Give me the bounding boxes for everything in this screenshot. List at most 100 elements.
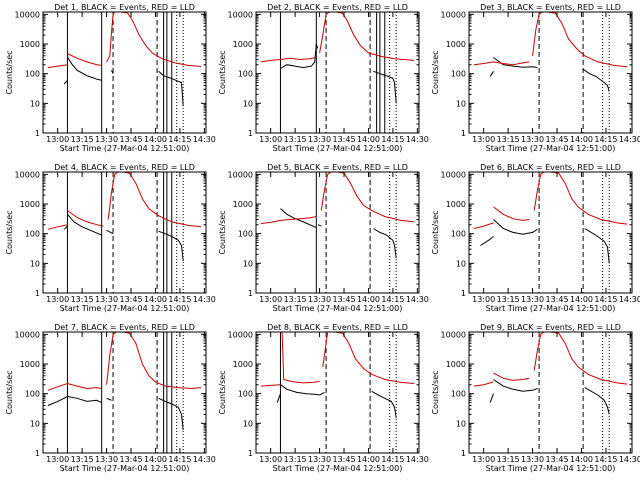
x-tick-label: 14:15	[594, 295, 617, 304]
detector-panel: 1 10 100 1000 10000 13:00 13:15 13:30 13:45 14:00…	[5, 323, 216, 473]
lld-series-line	[322, 332, 329, 367]
x-tick-label: 13:45	[119, 295, 142, 304]
plot-title: Det 9, BLACK = Events, RED = LLD	[480, 323, 621, 332]
lld-series-line	[473, 61, 530, 66]
x-tick-label: 13:00	[46, 295, 69, 304]
x-tick-label: 14:30	[193, 135, 216, 144]
y-tick-label: 1	[35, 289, 40, 298]
detector-panel: 1 10 100 1000 10000 13:00 13:15 13:30 13:45 14:00…	[218, 3, 429, 153]
x-tick-label: 14:15	[168, 295, 191, 304]
x-axis-label: Start Time (27-Mar-04 12:51:00)	[273, 144, 403, 153]
events-series-line	[280, 43, 319, 69]
x-tick-label: 13:15	[497, 295, 520, 304]
events-series-line	[493, 219, 538, 235]
plot-title: Det 4, BLACK = Events, RED = LLD	[54, 163, 195, 172]
y-tick-label: 100	[451, 390, 466, 399]
y-tick-label: 100	[25, 390, 40, 399]
y-tick-label: 1000	[446, 360, 466, 369]
x-tick-label: 13:00	[472, 455, 495, 464]
y-tick-label: 10000	[441, 10, 466, 19]
plot-frame	[42, 331, 207, 454]
y-tick-label: 1	[35, 449, 40, 458]
events-series-line	[480, 236, 494, 246]
y-axis-label: Counts/sec	[218, 370, 227, 414]
y-tick-label: 10	[243, 259, 253, 268]
y-tick-label: 10000	[15, 330, 40, 339]
lld-series-line	[550, 332, 628, 385]
events-series-line	[582, 68, 610, 92]
plot-frame	[468, 331, 633, 454]
lld-series-line	[473, 381, 494, 387]
x-tick-label: 13:00	[46, 135, 69, 144]
lld-series-line	[334, 332, 415, 384]
plot-title: Det 6, BLACK = Events, RED = LLD	[480, 163, 621, 172]
lld-series-line	[337, 172, 415, 223]
y-tick-label: 1000	[20, 40, 40, 49]
plot-frame	[255, 11, 420, 134]
x-tick-label: 14:30	[619, 295, 640, 304]
y-tick-label: 1	[35, 129, 40, 138]
x-tick-label: 13:30	[308, 295, 331, 304]
y-tick-label: 10000	[228, 10, 253, 19]
lld-series-line	[260, 384, 281, 387]
y-tick-label: 1000	[233, 200, 253, 209]
x-tick-label: 13:00	[259, 135, 282, 144]
lld-series-line	[47, 224, 68, 230]
x-tick-label: 13:45	[332, 135, 355, 144]
y-axis-label: Counts/sec	[218, 210, 227, 254]
lld-series-line	[67, 210, 104, 227]
events-series-line	[158, 70, 184, 107]
y-tick-label: 1	[461, 129, 466, 138]
lld-series-line	[533, 172, 545, 211]
x-tick-label: 13:30	[521, 295, 544, 304]
lld-series-line	[106, 332, 117, 385]
y-tick-label: 10	[30, 419, 40, 428]
lld-series-line	[47, 64, 68, 69]
x-tick-label: 14:30	[406, 135, 429, 144]
lld-series-line	[335, 12, 415, 61]
y-tick-label: 10	[456, 419, 466, 428]
x-tick-label: 13:45	[332, 455, 355, 464]
x-tick-label: 13:45	[119, 455, 142, 464]
detector-panel: 1 10 100 1000 10000 13:00 13:15 13:30 13:45 14:00…	[431, 323, 640, 473]
plot-title: Det 2, BLACK = Events, RED = LLD	[267, 3, 408, 12]
x-tick-label: 13:45	[545, 135, 568, 144]
y-tick-label: 100	[238, 70, 253, 79]
y-tick-label: 10	[30, 259, 40, 268]
x-tick-label: 13:00	[46, 455, 69, 464]
y-tick-label: 1000	[233, 40, 253, 49]
y-tick-label: 100	[25, 230, 40, 239]
x-tick-label: 14:00	[570, 295, 593, 304]
x-tick-label: 13:45	[119, 135, 142, 144]
y-tick-label: 1	[461, 449, 466, 458]
x-axis-label: Start Time (27-Mar-04 12:51:00)	[60, 144, 190, 153]
y-tick-label: 10	[456, 259, 466, 268]
y-tick-label: 1000	[20, 200, 40, 209]
x-tick-label: 13:00	[472, 135, 495, 144]
lld-series-line	[260, 216, 317, 224]
x-axis-label: Start Time (27-Mar-04 12:51:00)	[486, 304, 616, 313]
plot-title: Det 5, BLACK = Events, RED = LLD	[267, 163, 408, 172]
x-tick-label: 14:15	[168, 135, 191, 144]
x-axis-label: Start Time (27-Mar-04 12:51:00)	[60, 464, 190, 473]
x-tick-label: 14:30	[193, 455, 216, 464]
lld-series-line	[260, 57, 317, 63]
plot-frame	[42, 171, 207, 294]
y-tick-label: 10	[30, 99, 40, 108]
detector-panel: 1 10 100 1000 10000 13:00 13:15 13:30 13:45 14:00…	[5, 163, 216, 313]
x-tick-label: 13:30	[95, 295, 118, 304]
y-tick-label: 1000	[233, 360, 253, 369]
y-tick-label: 100	[25, 70, 40, 79]
plot-frame	[468, 171, 633, 294]
events-series-line	[317, 224, 322, 227]
events-series-line	[373, 70, 397, 104]
x-tick-label: 13:30	[308, 455, 331, 464]
y-axis-label: Counts/sec	[431, 370, 440, 414]
x-tick-label: 13:30	[521, 455, 544, 464]
lld-series-line	[122, 172, 202, 228]
x-tick-label: 14:30	[406, 455, 429, 464]
y-tick-label: 100	[451, 70, 466, 79]
x-tick-label: 14:15	[381, 455, 404, 464]
x-tick-label: 13:30	[308, 135, 331, 144]
y-axis-label: Counts/sec	[431, 210, 440, 254]
